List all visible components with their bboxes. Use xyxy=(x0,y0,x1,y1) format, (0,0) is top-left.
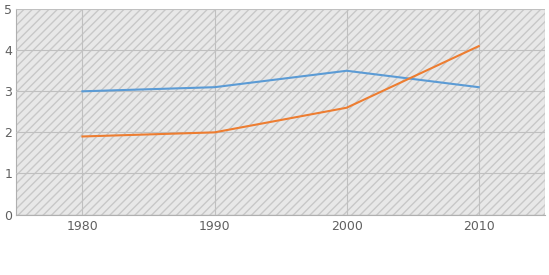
Line: Rural: Rural xyxy=(82,71,479,91)
Rural xyxy=(475,86,482,89)
Rural xyxy=(343,69,350,72)
Legend: Rural, Urban: Rural, Urban xyxy=(198,271,363,275)
Urban xyxy=(475,45,482,48)
Urban xyxy=(343,106,350,109)
Rural xyxy=(79,90,86,93)
Line: Urban: Urban xyxy=(82,46,479,136)
Urban xyxy=(79,135,86,138)
FancyBboxPatch shape xyxy=(16,9,545,214)
Urban xyxy=(211,131,218,134)
Rural xyxy=(211,86,218,89)
